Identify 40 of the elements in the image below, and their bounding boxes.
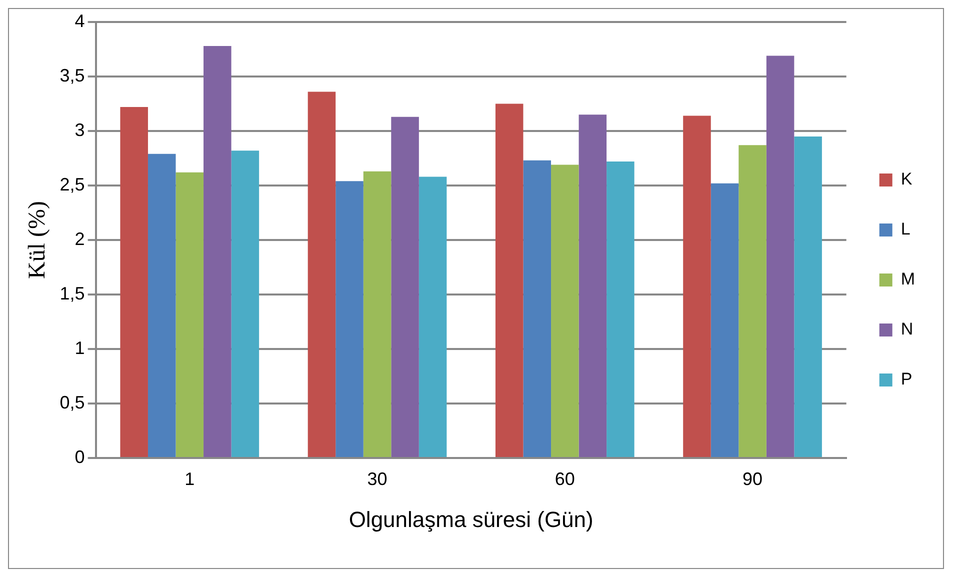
bar	[418, 176, 447, 457]
bar	[683, 116, 711, 457]
bar	[204, 46, 232, 457]
x-axis-title: Olgunlaşma süresi (Gün)	[348, 506, 594, 532]
x-tick-label: 1	[184, 468, 195, 489]
bar	[606, 162, 634, 457]
bar	[363, 171, 392, 457]
bar	[551, 164, 579, 457]
bar	[523, 160, 552, 457]
bar	[578, 114, 607, 457]
bar	[391, 116, 419, 457]
y-tick-label: 0,5	[60, 392, 85, 412]
x-tick-label: 60	[554, 468, 575, 489]
y-axis-title: Kül (%)	[24, 201, 51, 279]
y-tick-label: 3	[74, 120, 85, 140]
bar	[231, 150, 260, 457]
legend-label: P	[900, 370, 912, 389]
bar	[710, 183, 739, 457]
bar	[766, 56, 794, 457]
legend-label: N	[900, 320, 914, 339]
bar	[336, 181, 364, 457]
bar	[308, 92, 336, 457]
bar	[148, 154, 176, 457]
y-tick-label: 1	[74, 338, 85, 358]
y-tick-label: 4	[74, 10, 85, 31]
bar	[794, 136, 822, 457]
x-tick-label: 30	[367, 468, 388, 489]
x-tick-label: 90	[742, 468, 763, 489]
bar	[738, 145, 766, 457]
bar	[495, 104, 524, 457]
y-tick-label: 1,5	[60, 283, 85, 304]
legend-label: L	[900, 220, 910, 239]
y-tick-label: 3,5	[60, 65, 85, 86]
bar	[120, 107, 148, 457]
y-tick-label: 2	[74, 228, 85, 249]
y-tick-label: 2,5	[60, 174, 85, 194]
legend-label: K	[900, 170, 913, 189]
legend-label: M	[900, 270, 916, 289]
bar	[176, 172, 204, 457]
y-tick-label: 0	[74, 446, 85, 467]
